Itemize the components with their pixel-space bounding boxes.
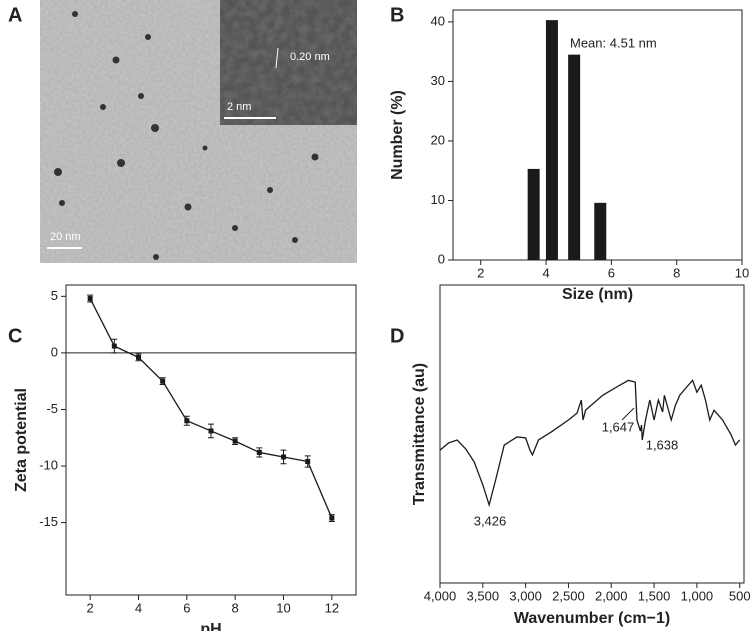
plot-frame [65, 284, 357, 596]
x-axis-label: Size (nm) [562, 286, 633, 303]
x-tick-label: 1,500 [638, 588, 671, 603]
scale-bar-label: 20 nm [50, 231, 81, 243]
lattice-label: 0.20 nm [290, 51, 330, 63]
y-tick-label: -10 [39, 457, 58, 472]
y-tick-label: 10 [431, 192, 445, 207]
line [89, 298, 333, 519]
x-tick-label: 4 [135, 600, 142, 615]
x-tick-label: 2,000 [595, 588, 628, 603]
x-tick-label: 500 [729, 588, 751, 603]
marker [281, 454, 286, 460]
y-axis-label: Transmittance (au) [411, 363, 428, 505]
marker [87, 296, 93, 302]
marker [329, 515, 335, 521]
bar [545, 20, 558, 260]
line [439, 379, 741, 508]
peak-label: 3,426 [474, 513, 507, 528]
peak-label: 1,638 [646, 437, 679, 452]
x-tick-label: 6 [608, 265, 615, 280]
x-tick-label: 10 [276, 600, 290, 615]
scale-bar-label: 2 nm [227, 101, 251, 113]
x-tick-label: 3,000 [509, 588, 542, 603]
panel-label: D [390, 325, 404, 347]
peak-arrow [621, 407, 635, 421]
marker [232, 438, 238, 444]
marker [208, 428, 214, 434]
annotation: Mean: 4.51 nm [570, 35, 657, 50]
x-tick-label: 8 [673, 265, 680, 280]
x-tick-label: 4 [542, 265, 549, 280]
x-axis-label: pH [200, 621, 221, 631]
bar [568, 54, 581, 261]
marker [160, 378, 166, 384]
x-tick-label: 2 [87, 600, 94, 615]
marker [136, 354, 141, 360]
y-tick-label: 20 [431, 132, 445, 147]
marker [256, 449, 262, 455]
y-tick-label: 5 [51, 288, 58, 303]
x-tick-label: 2,500 [552, 588, 585, 603]
x-tick-label: 6 [183, 600, 190, 615]
y-tick-label: 0 [51, 344, 58, 359]
x-tick-label: 4,000 [424, 588, 457, 603]
x-tick-label: 1,000 [681, 588, 714, 603]
x-tick-label: 8 [232, 600, 239, 615]
panel-label: A [8, 4, 22, 26]
tem-image [40, 0, 357, 263]
marker [111, 343, 117, 349]
x-axis-label: Wavenumber (cm−1) [514, 610, 670, 627]
bar [594, 202, 607, 260]
x-tick-label: 2 [477, 265, 484, 280]
y-axis-label: Number (%) [389, 90, 406, 180]
y-tick-label: 30 [431, 73, 445, 88]
y-tick-label: -15 [39, 514, 58, 529]
marker [305, 458, 311, 464]
y-axis-label: Zeta potential [13, 388, 30, 492]
x-tick-label: 10 [735, 265, 749, 280]
bar [527, 168, 540, 260]
x-tick-label: 3,500 [467, 588, 500, 603]
panel-label: B [390, 4, 404, 26]
plot-frame [439, 284, 745, 584]
panel-label: C [8, 325, 22, 347]
marker [184, 418, 190, 424]
y-tick-label: -5 [46, 401, 58, 416]
x-tick-label: 12 [325, 600, 339, 615]
y-tick-label: 40 [431, 13, 445, 28]
y-tick-label: 0 [438, 251, 445, 266]
peak-label: 1,647 [602, 419, 635, 434]
